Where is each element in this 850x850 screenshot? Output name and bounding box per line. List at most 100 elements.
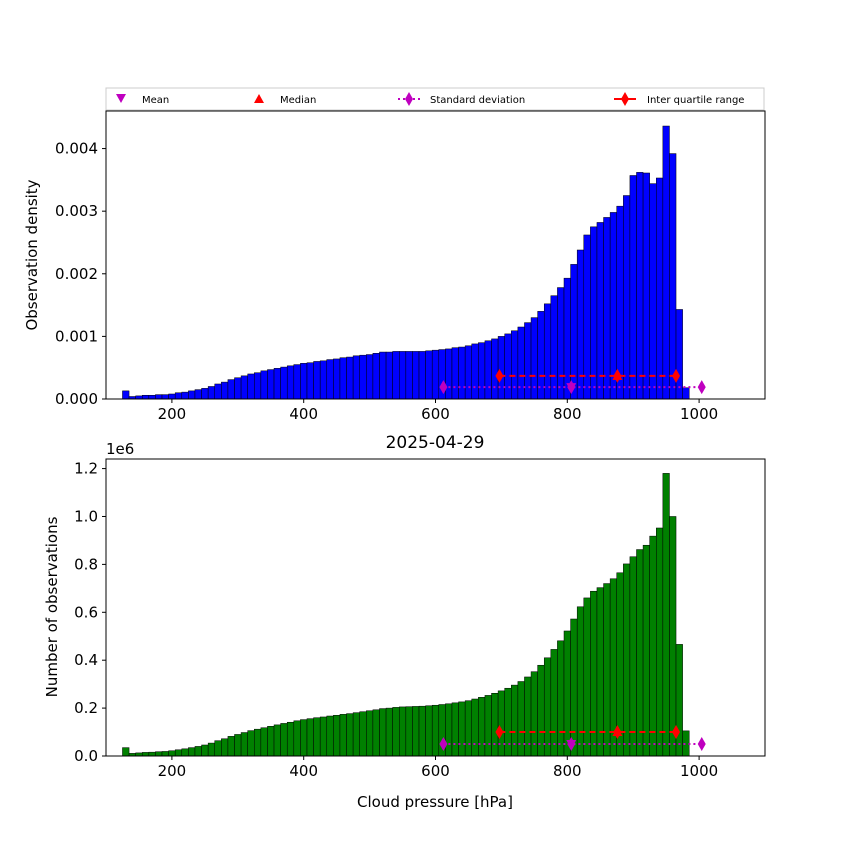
top-bar	[280, 366, 288, 400]
bottom-histogram: 2025-04-29 1e6 200 400 600 800 1000 0.00.20.…	[43, 433, 766, 811]
bottom-bar	[148, 751, 156, 757]
legend-iqr-label: Inter quartile range	[647, 95, 744, 106]
top-bar	[201, 388, 209, 400]
top-y-tick-label: 0.000	[55, 390, 98, 408]
bottom-bar	[451, 702, 459, 757]
top-bar	[254, 372, 262, 400]
bottom-bar	[221, 738, 229, 757]
bottom-bar	[431, 704, 440, 757]
top-histogram: 200 400 600 800 1000 0.0000.0010.0020.0030.0…	[23, 110, 766, 423]
bottom-y-tick-label: 1.0	[74, 507, 98, 525]
bottom-bar	[339, 714, 347, 757]
bottom-bar	[550, 649, 558, 757]
bottom-mean-marker	[566, 740, 577, 750]
bottom-bar	[254, 728, 262, 757]
top-bar	[478, 342, 486, 400]
bottom-bar	[478, 697, 486, 757]
bottom-bar	[543, 657, 552, 757]
legend-mean-label: Mean	[142, 95, 169, 106]
top-bar	[333, 358, 341, 400]
bottom-bar	[181, 748, 189, 757]
bottom-x-ticks: 200 400 600 800 1000	[158, 756, 718, 780]
bottom-iqr-high-marker	[672, 725, 681, 740]
bottom-bar	[497, 690, 505, 757]
top-bar	[497, 336, 505, 400]
legend-frame	[105, 87, 765, 111]
legend-std-marker	[405, 92, 413, 106]
top-bar	[590, 226, 598, 400]
bottom-bar	[504, 687, 512, 757]
bottom-bar	[570, 618, 578, 757]
top-bar	[313, 361, 321, 400]
top-bar	[273, 368, 281, 400]
bottom-y-tick-label: 1.2	[74, 460, 98, 478]
bottom-bar	[563, 630, 571, 757]
top-x-tick-label: 800	[553, 405, 582, 423]
top-bar	[194, 389, 202, 400]
bottom-median-marker	[612, 727, 623, 737]
top-bar	[405, 351, 413, 400]
top-bar	[161, 394, 169, 400]
top-bar	[339, 357, 347, 400]
top-bar	[352, 355, 360, 400]
bottom-bar	[484, 695, 492, 757]
top-bar	[293, 364, 301, 400]
top-bar	[583, 234, 591, 400]
bottom-offset-label: 1e6	[106, 440, 134, 458]
bottom-bar	[141, 752, 150, 757]
bottom-bar	[636, 549, 644, 757]
bottom-bar	[649, 535, 657, 757]
bottom-bar	[234, 734, 242, 757]
bottom-bar	[207, 742, 215, 757]
bottom-bar	[537, 664, 545, 757]
legend-std-label: Standard deviation	[430, 95, 525, 106]
legend-mean-marker	[116, 94, 126, 103]
top-bar	[623, 195, 631, 400]
bottom-x-axis-label: Cloud pressure [hPa]	[357, 793, 513, 811]
top-bar	[596, 222, 604, 400]
top-bar	[141, 394, 150, 400]
top-bar	[504, 333, 512, 400]
top-bar	[570, 264, 578, 400]
bottom-bar	[392, 707, 400, 757]
bottom-bar	[642, 544, 650, 757]
top-bar	[346, 356, 354, 400]
bottom-title: 2025-04-29	[386, 433, 485, 453]
top-bar	[385, 351, 393, 400]
top-bar	[636, 172, 644, 400]
top-bar	[379, 351, 387, 400]
legend-entry-std: Standard deviation	[398, 92, 525, 106]
bottom-bar	[240, 732, 248, 757]
bottom-x-tick-label: 800	[553, 762, 582, 780]
bottom-bar	[194, 746, 202, 757]
bottom-bar	[576, 606, 585, 757]
bottom-bar	[319, 716, 328, 757]
top-bar	[669, 153, 677, 400]
bottom-bar	[623, 563, 631, 757]
top-y-ticks: 0.000 0.001 0.002 0.003 0.004	[55, 140, 106, 408]
bottom-y-tick-label: 0.2	[74, 699, 98, 717]
top-bar	[603, 217, 611, 400]
top-bar	[511, 330, 519, 400]
top-bar	[155, 394, 163, 400]
bottom-bar	[267, 726, 275, 757]
bottom-bar	[379, 708, 387, 757]
bottom-bar	[557, 640, 565, 757]
bottom-bar	[122, 747, 130, 757]
top-bar	[372, 353, 380, 400]
top-y-axis-label: Observation density	[23, 179, 41, 330]
bottom-x-tick-label: 1000	[680, 762, 718, 780]
top-bar	[609, 212, 617, 400]
top-bar	[227, 379, 235, 400]
bottom-bar	[161, 751, 169, 757]
top-bar	[649, 183, 657, 400]
top-bar	[425, 350, 433, 400]
top-bars	[122, 125, 690, 400]
bottom-x-tick-label: 600	[421, 762, 450, 780]
bottom-bar	[214, 740, 222, 757]
bottom-bar	[385, 707, 393, 757]
bottom-bar	[412, 706, 420, 757]
bottom-bar	[662, 473, 670, 757]
bottom-bar	[399, 706, 407, 757]
top-bar	[418, 351, 426, 400]
